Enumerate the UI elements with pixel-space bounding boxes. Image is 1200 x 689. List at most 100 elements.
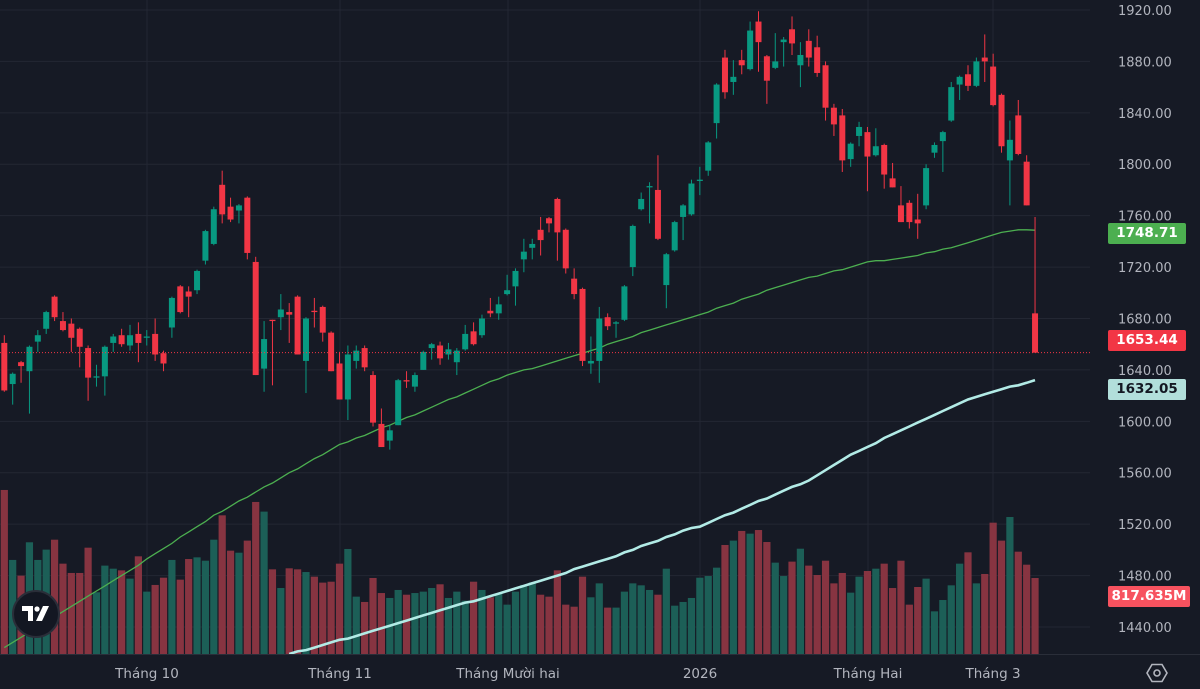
candle-body [663,254,670,286]
volume-bar [562,604,570,654]
candle-body [370,375,377,423]
ma-fast-line [3,229,1036,649]
hexagon-settings-icon[interactable] [1146,662,1168,684]
volume-bar [1031,578,1039,654]
volume-bar [671,605,679,654]
candle-body [470,331,477,345]
volume-bar [788,561,796,654]
price-axis[interactable]: 1920.00 1880.00 1840.00 1800.00 1760.00 1720.… [1118,4,1172,636]
volume-bar [872,568,880,654]
volume-bar [981,573,989,654]
ma-slow-line [288,378,1036,656]
volume-bar [76,572,84,654]
candle-body [596,318,603,361]
volume-bar [277,588,285,654]
volume-bar [59,563,67,654]
volume-bar [486,597,494,654]
volume-bar [629,583,637,654]
volume-bar [972,583,980,654]
candle-body [336,363,343,400]
candle-body [680,205,687,217]
volume-bar [754,530,763,654]
x-tick-label: Tháng 10 [114,666,179,682]
candle-body [453,350,460,363]
volume-bar [922,578,930,654]
candle-body [537,229,544,241]
candle-body [177,286,184,313]
candle-body [168,297,175,328]
volume-bar [453,591,461,654]
candle-body [277,309,284,318]
candle-body [34,335,41,342]
candle-body [185,291,192,297]
volume-bar [461,600,469,654]
candle-body [520,251,527,260]
candle-body [445,349,452,355]
volume-bar [713,567,721,654]
y-tick-label: 1520.00 [1118,518,1172,533]
candle-body [286,312,293,315]
candle-body [981,57,988,62]
volume-bar [327,581,335,654]
volume-bar [193,557,201,654]
volume-bar [67,572,75,654]
candle-body [713,84,720,124]
y-tick-label: 1440.00 [1118,621,1172,636]
candle-body [579,288,586,361]
volume-bar [411,593,419,654]
volume-bar [930,611,939,654]
candle-body [194,270,201,291]
candle-body [328,332,335,372]
candle-body [889,178,896,188]
candle-body [529,243,536,248]
candle-body [931,144,938,153]
volume-bar [419,591,427,654]
volume-bar [637,585,645,654]
candle-body [361,348,368,368]
candle-body [772,61,779,68]
last-price-tag: 1653.44 [1108,330,1186,351]
candle-body [747,30,754,70]
candle-body [973,61,980,86]
candle-body [939,132,946,142]
candle-body [344,354,351,400]
volume-bar [159,577,168,654]
y-tick-label: 1760.00 [1118,210,1172,225]
volume-bar [729,540,737,654]
volume-bar [805,565,813,654]
volume-bar [763,542,771,654]
candle-body [847,143,854,160]
tradingview-logo[interactable] [12,590,60,638]
ma-fast-value-tag: 1748.71 [1108,223,1186,244]
volume-bar [997,540,1006,654]
x-tick-label: Tháng 11 [307,666,372,682]
candle-body [152,333,159,355]
candle-body [93,376,100,378]
volume-bar [50,539,59,654]
time-axis[interactable] [0,655,1200,689]
volume-bar [553,570,561,654]
volume-bar [226,550,235,654]
candle-body [897,205,904,223]
last-volume-tag: 817.635M [1108,586,1190,607]
candle-body [18,362,25,367]
candle-body [805,40,812,58]
candle-body [965,74,971,86]
volume-bar [620,591,629,654]
volume-bar [185,559,193,654]
y-tick-label: 1480.00 [1118,570,1172,585]
candle-body [235,205,242,211]
y-tick-label: 1920.00 [1118,4,1172,19]
candle-body [671,222,678,251]
candle-body [512,270,519,287]
candle-body [554,198,561,233]
candle-body [26,346,33,372]
volume-bar [436,584,444,654]
candle-body [386,430,393,441]
volume-bar [478,589,486,654]
candle-body [688,183,695,215]
candle-body [135,333,142,343]
candle-body [562,229,569,269]
volume-bar [218,515,226,654]
